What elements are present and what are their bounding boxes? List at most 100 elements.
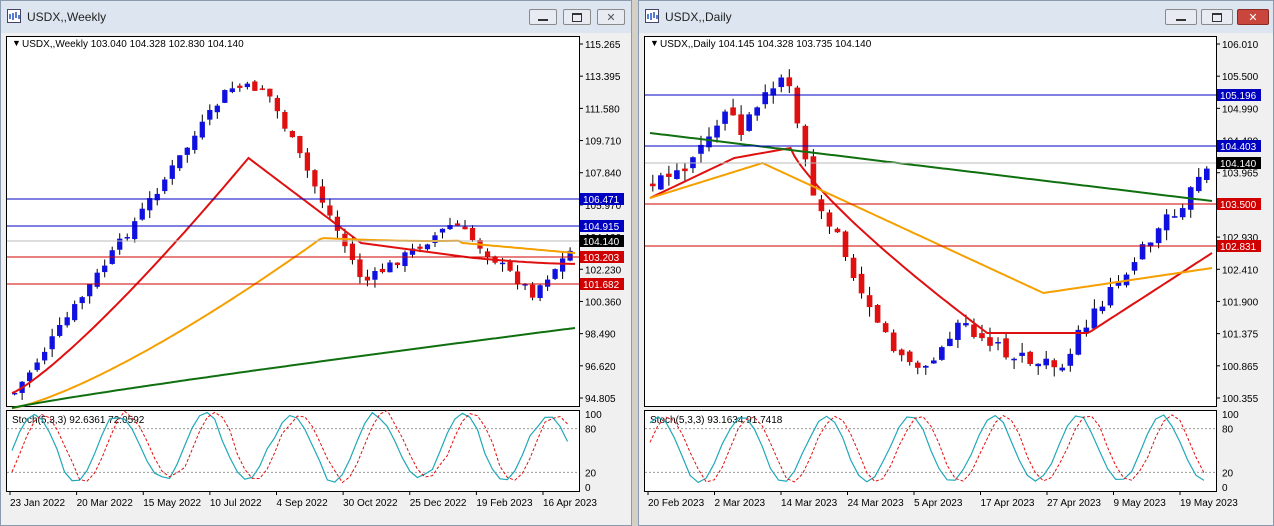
y-tick-label: 109.710	[585, 137, 622, 148]
price-tag-label: 104.403	[1220, 142, 1257, 153]
stoch-tick-label: 100	[585, 410, 602, 421]
candle-body	[79, 297, 85, 304]
stoch-tick-label: 20	[1222, 468, 1234, 479]
ohlc-label: USDX,,Weekly 103.040 104.328 102.830 104…	[22, 39, 244, 50]
candle-body	[229, 88, 235, 93]
candle-body	[312, 170, 318, 187]
close-button[interactable]: ✕	[597, 9, 625, 25]
dropdown-arrow-icon: ▼	[12, 38, 21, 48]
candle-body	[1019, 352, 1025, 356]
x-tick-label: 20 Feb 2023	[648, 498, 705, 509]
candle-body	[931, 360, 937, 364]
candle-body	[658, 175, 664, 190]
candle-body	[49, 336, 55, 350]
current-price-tag-label: 104.140	[1220, 159, 1257, 170]
daily-title-bar[interactable]: USDX,,Daily ✕	[639, 1, 1273, 33]
candle-body	[995, 341, 1001, 344]
candle-body	[207, 109, 213, 120]
candle-body	[139, 208, 145, 220]
candle-body	[57, 324, 63, 336]
candle-body	[794, 87, 801, 124]
candle-body	[730, 107, 736, 116]
daily-chart[interactable]: 106.010105.500104.990104.480103.965103.4…	[644, 33, 1270, 522]
candle-body	[552, 269, 558, 279]
x-tick-label: 25 Dec 2022	[410, 498, 467, 509]
x-tick-label: 14 Mar 2023	[781, 498, 838, 509]
candle-body	[706, 136, 712, 148]
candle-body	[42, 351, 48, 361]
ohlc-label: USDX,,Daily 104.145 104.328 103.735 104.…	[660, 39, 872, 50]
candle-body	[818, 199, 825, 212]
candle-body	[192, 135, 198, 150]
stoch-main-line	[11, 411, 569, 483]
moving-average-mid	[11, 237, 576, 409]
y-tick-label: 115.265	[585, 40, 621, 51]
candle-body	[319, 186, 326, 203]
weekly-title-bar[interactable]: USDX,,Weekly ✕	[1, 1, 631, 33]
current-price-tag-box	[580, 235, 624, 247]
x-tick-label: 10 Jul 2022	[210, 498, 262, 509]
x-tick-label: 9 May 2023	[1114, 498, 1167, 509]
minimize-button[interactable]	[1165, 9, 1197, 25]
candle-body	[1091, 308, 1098, 329]
candle-body	[94, 272, 100, 287]
candle-body	[12, 392, 18, 395]
price-tag-label: 105.196	[1220, 91, 1257, 102]
y-tick-label: 105.500	[1222, 72, 1259, 83]
candle-body	[738, 114, 744, 135]
candle-body	[778, 77, 785, 88]
candle-body	[214, 105, 220, 113]
candle-body	[714, 125, 720, 138]
candle-body	[834, 228, 841, 233]
candle-body	[802, 125, 809, 160]
candle-body	[222, 90, 228, 103]
stoch-label: Stoch(5,3,3) 93.1634 91.7418	[650, 415, 783, 426]
x-tick-label: 24 Mar 2023	[848, 498, 905, 509]
candle-body	[394, 262, 401, 266]
candle-body	[439, 228, 446, 233]
current-price-tag-label: 104.140	[583, 237, 620, 248]
candle-body	[858, 273, 865, 294]
candle-body	[154, 193, 160, 201]
candle-body	[462, 226, 468, 230]
candle-body	[499, 262, 506, 265]
candle-body	[842, 231, 849, 258]
candle-body	[372, 271, 378, 280]
candle-body	[237, 85, 243, 88]
minimize-button[interactable]	[529, 9, 557, 25]
candle-body	[522, 284, 528, 286]
restore-button[interactable]	[563, 9, 591, 25]
close-button[interactable]: ✕	[1237, 9, 1269, 25]
chart-window-icon	[645, 9, 659, 23]
candle-body	[514, 271, 521, 284]
candle-body	[387, 262, 393, 273]
stoch-tick-label: 20	[585, 468, 597, 479]
candle-body	[754, 107, 760, 116]
moving-average-slow	[11, 327, 576, 409]
candle-body	[147, 198, 153, 211]
stoch-label: Stoch(5,3,3) 92.6361 72.0592	[12, 415, 145, 426]
candle-body	[682, 168, 688, 172]
y-tick-label: 101.375	[1222, 330, 1259, 341]
candle-body	[267, 88, 273, 97]
candle-body	[1043, 358, 1050, 366]
candle-body	[826, 212, 833, 227]
candle-body	[484, 251, 491, 257]
candle-body	[1099, 306, 1106, 312]
minimize-icon	[1176, 19, 1186, 21]
candle-body	[674, 170, 680, 179]
candle-body	[979, 333, 985, 339]
price-tag-label: 106.471	[583, 195, 620, 206]
weekly-chart[interactable]: 115.265 113.395 111.580 109.710 107.840 105.9…	[6, 33, 628, 522]
weekly-chart-window[interactable]: USDX,,Weekly ✕ 115.265 113.395 111.580 109.…	[0, 0, 632, 526]
minimize-icon	[538, 19, 548, 21]
x-tick-label: 17 Apr 2023	[981, 498, 1035, 509]
x-tick-label: 23 Jan 2022	[10, 498, 65, 509]
restore-button[interactable]	[1201, 9, 1233, 25]
candle-body	[87, 284, 93, 297]
dropdown-arrow-icon: ▼	[650, 38, 659, 48]
daily-chart-window[interactable]: USDX,,Daily ✕ 106.010 105.500 104.990 104.4…	[638, 0, 1274, 526]
chart-window-icon	[7, 9, 21, 23]
x-tick-label: 16 Apr 2023	[543, 498, 597, 509]
candle-body	[762, 92, 769, 105]
